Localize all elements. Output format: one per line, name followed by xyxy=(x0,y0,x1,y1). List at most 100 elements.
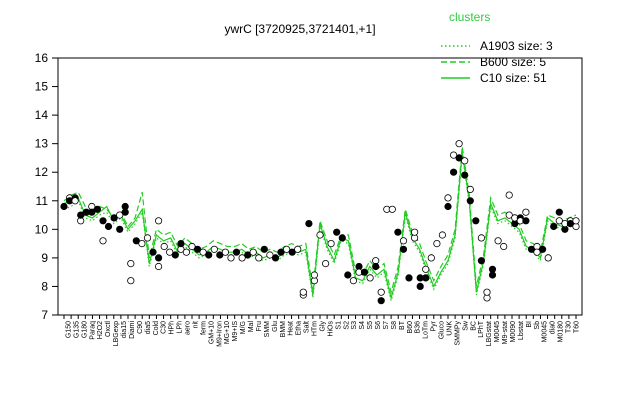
data-point xyxy=(372,262,380,271)
y-tick-label: 16 xyxy=(35,51,49,65)
data-point xyxy=(166,248,174,256)
x-tick-label: S8 xyxy=(391,321,398,330)
x-tick-label: Sb xyxy=(534,321,541,330)
x-tick-label: SMM xyxy=(264,321,271,338)
data-point xyxy=(483,288,491,296)
data-point xyxy=(288,248,296,256)
x-tick-label: aero xyxy=(185,321,192,335)
x-tick-label: Mal xyxy=(248,321,255,333)
data-point xyxy=(466,197,474,205)
data-point xyxy=(271,254,280,262)
x-tick-label: Sw xyxy=(462,320,469,331)
x-tick-label: S3 xyxy=(351,321,358,330)
x-tick-label: SMMPy xyxy=(454,321,461,346)
data-point xyxy=(221,248,229,256)
data-point xyxy=(127,277,135,285)
legend-label: C10 size: 51 xyxy=(480,71,547,85)
data-point xyxy=(572,217,580,225)
data-point xyxy=(110,214,118,222)
data-point xyxy=(338,234,346,242)
data-point xyxy=(316,231,324,239)
data-point xyxy=(422,265,430,273)
data-point xyxy=(227,254,235,262)
data-point xyxy=(282,245,291,253)
x-tick-label: LBGstat xyxy=(486,321,493,346)
data-point xyxy=(527,245,536,253)
x-tick-label: S7 xyxy=(383,321,390,330)
y-tick-label: 12 xyxy=(35,165,49,179)
data-point xyxy=(155,254,163,262)
x-tick-label: Glu xyxy=(272,321,279,332)
x-tick-label: T30 xyxy=(566,321,573,333)
data-point xyxy=(93,205,102,213)
x-tick-label: G135 xyxy=(73,321,80,338)
x-tick-label: LBGexp xyxy=(113,321,120,346)
x-tick-label: BI xyxy=(526,321,533,328)
x-tick-label: Diami xyxy=(129,321,136,339)
x-tick-label: M9-stat xyxy=(502,321,509,344)
y-tick-label: 10 xyxy=(35,222,49,236)
data-point xyxy=(294,245,302,253)
data-point xyxy=(210,245,218,253)
x-tick-label: Cold xyxy=(153,321,160,336)
x-tick-label: Pyr xyxy=(431,320,438,331)
data-point xyxy=(77,211,85,219)
x-tick-label: Gluco xyxy=(439,321,446,339)
x-tick-label: S5 xyxy=(367,321,374,330)
data-point xyxy=(155,262,163,271)
data-point xyxy=(349,277,357,285)
x-tick-label: G180 xyxy=(81,321,88,338)
x-tick-label: BMM xyxy=(280,321,287,338)
data-point xyxy=(160,242,168,251)
data-point xyxy=(449,168,458,176)
data-point xyxy=(427,254,435,262)
chart-title: ywrC [3720925,3721401,+1] xyxy=(224,22,375,36)
data-point xyxy=(488,271,497,279)
data-point xyxy=(155,217,163,225)
data-point xyxy=(461,171,469,179)
data-point xyxy=(466,185,474,193)
x-tick-label: BT xyxy=(399,320,406,330)
data-point xyxy=(455,154,463,162)
x-tick-label: M0045 xyxy=(542,321,549,343)
x-tick-label: M/G xyxy=(240,321,247,334)
data-point xyxy=(366,274,374,282)
data-point xyxy=(538,245,547,253)
legend: clusters A1903 size: 3 B600 size: 5 C10 si… xyxy=(441,10,553,85)
legend-label: A1903 size: 3 xyxy=(480,39,553,53)
data-point xyxy=(477,234,485,242)
x-tick-label: C30 xyxy=(161,321,168,334)
data-point xyxy=(399,237,408,245)
x-tick-label: UNK xyxy=(446,321,453,336)
legend-label: B600 size: 5 xyxy=(480,55,546,69)
data-point xyxy=(444,202,452,211)
data-point xyxy=(394,228,402,236)
x-tick-label: HPh xyxy=(169,321,176,335)
x-tick-label: S2 xyxy=(343,321,350,330)
series-line-dashed xyxy=(63,146,577,295)
plot-frame xyxy=(57,57,583,316)
data-point xyxy=(555,208,563,216)
y-tick-label: 14 xyxy=(35,108,49,122)
x-tick-label: Fru xyxy=(256,321,263,332)
data-point xyxy=(194,245,202,253)
data-point xyxy=(533,248,541,256)
data-point xyxy=(405,274,413,282)
x-axis: G150 G135 G180 Paraq H2O2 Oxctl LBGexp dia15 Dia… xyxy=(63,315,580,347)
x-tick-label: S4 xyxy=(359,321,366,330)
data-point xyxy=(104,222,113,231)
data-point xyxy=(205,251,213,259)
data-point xyxy=(116,211,124,219)
data-point xyxy=(121,208,129,216)
x-tick-label: M9+IS xyxy=(232,321,239,342)
legend-title: clusters xyxy=(449,10,490,24)
x-tick-label: LoTm xyxy=(423,321,430,339)
data-point xyxy=(321,259,330,268)
x-tick-label: LPh xyxy=(177,321,184,334)
data-point xyxy=(255,254,263,262)
y-tick-label: 15 xyxy=(35,80,49,94)
data-point xyxy=(299,288,307,296)
x-tick-label: Etha xyxy=(296,321,303,336)
